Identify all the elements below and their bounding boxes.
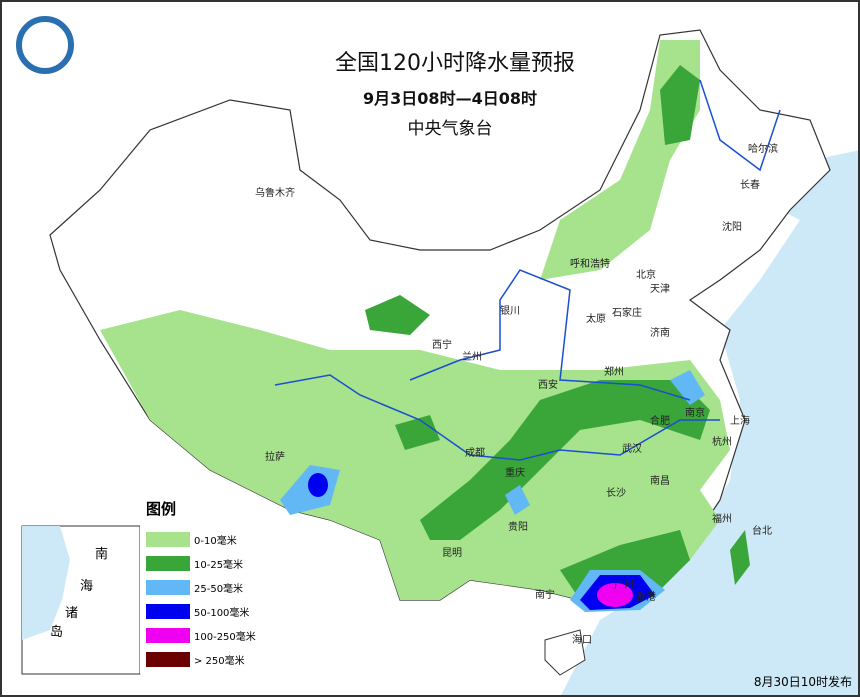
title: 全国120小时降水量预报: [335, 51, 575, 76]
city: 呼和浩特: [570, 258, 610, 270]
city: 太原: [586, 312, 606, 325]
legend-label: 0-10毫米: [194, 534, 237, 547]
rain-25-50: [505, 485, 530, 515]
rain-50-100: [308, 473, 328, 497]
city: 昆明: [442, 547, 462, 559]
footer: 8月30日10时发布: [754, 674, 852, 689]
rain-10-25: [395, 415, 440, 450]
city: 广州: [614, 579, 634, 591]
inset-label: 诸: [65, 606, 78, 621]
city: 乌鲁木齐: [255, 186, 295, 199]
city: 拉萨: [265, 450, 285, 463]
city: 济南: [650, 326, 670, 339]
river: [699, 79, 781, 172]
legend-swatch: [146, 628, 190, 643]
legend-label: 100-250毫米: [194, 630, 256, 643]
legend-swatch: [146, 556, 190, 571]
rain-10-25: [420, 380, 710, 540]
city: 贵阳: [508, 520, 528, 533]
city-labels: 乌鲁木齐 哈尔滨 长春 沈阳 呼和浩特 北京 天津 银川 太原 石家庄 济南 西…: [255, 142, 778, 646]
city: 哈尔滨: [748, 142, 778, 155]
city: 杭州: [712, 435, 732, 448]
city: 银川: [500, 304, 520, 317]
legend-swatch: [146, 532, 190, 547]
city: 武汉: [622, 442, 642, 455]
river: [409, 269, 691, 401]
city: 南宁: [535, 588, 555, 601]
city: 石家庄: [612, 306, 642, 319]
sea: [560, 150, 860, 697]
rain-0-10: [540, 40, 700, 280]
city: 南昌: [650, 474, 670, 487]
rain-25-50: [670, 370, 705, 405]
agency: 中央气象台: [408, 119, 493, 139]
city: 重庆: [505, 466, 525, 479]
city: 香港: [636, 591, 656, 603]
logo: [16, 16, 74, 74]
city: 沈阳: [722, 220, 742, 233]
city: 台北: [752, 524, 772, 537]
legend-label: 25-50毫米: [194, 582, 243, 595]
city: 合肥: [650, 414, 670, 427]
legend-title: 图例: [146, 500, 176, 518]
inset-label: 海: [80, 579, 93, 594]
legend-label: 10-25毫米: [194, 558, 243, 571]
city: 北京: [636, 268, 656, 281]
city: 成都: [465, 447, 485, 459]
city: 西宁: [432, 338, 452, 351]
river: [274, 374, 720, 461]
city: 兰州: [462, 350, 482, 363]
city: 海口: [572, 633, 592, 646]
period: 9月3日08时—4日08时: [363, 89, 537, 108]
city: 郑州: [604, 365, 624, 378]
inset-label: 岛: [50, 624, 63, 640]
city: 西安: [538, 378, 558, 391]
legend: 0-10毫米 10-25毫米 25-50毫米 50-100毫米 100-250毫米 > 2…: [146, 532, 256, 667]
city: 上海: [730, 414, 750, 427]
rain-10-25: [730, 530, 750, 585]
city: 福州: [712, 512, 732, 525]
city: 长沙: [606, 487, 626, 499]
rain-10-25: [660, 65, 700, 145]
inset-label: 南: [95, 546, 108, 562]
legend-label: 50-100毫米: [194, 606, 249, 619]
legend-label: > 250毫米: [194, 654, 245, 667]
rain-10-25: [365, 295, 430, 335]
hainan: [544, 629, 586, 676]
legend-swatch: [146, 604, 190, 619]
city: 南京: [685, 406, 705, 419]
legend-swatch: [146, 652, 190, 667]
legend-swatch: [146, 580, 190, 595]
rain-100-250: [597, 583, 633, 607]
inset-sea: [22, 526, 70, 640]
city: 天津: [650, 283, 670, 295]
city: 长春: [740, 179, 760, 191]
rain-0-10: [100, 310, 730, 600]
